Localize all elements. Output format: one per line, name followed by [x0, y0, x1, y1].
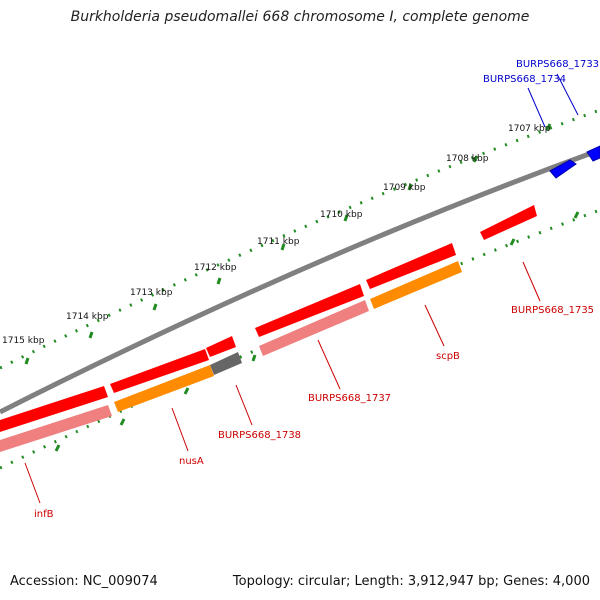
callout-lines [24, 73, 579, 504]
gene-infb[interactable] [0, 386, 108, 432]
ruler-tick-1710: 1710 kbp [320, 210, 363, 222]
svg-text:1707 kbp: 1707 kbp [508, 124, 551, 134]
genome-summary-text: Topology: circular; Length: 3,912,947 bp… [232, 574, 590, 589]
gene-burps668-1738[interactable] [206, 336, 236, 357]
svg-text:1709 kbp: 1709 kbp [383, 183, 426, 193]
ruler-tick-1708: 1708 kbp [446, 154, 489, 164]
gene-burps668-1733[interactable] [586, 145, 600, 162]
svg-text:1713 kbp: 1713 kbp [130, 288, 173, 298]
gene-burps668-1735[interactable] [480, 205, 537, 240]
gene-scpb[interactable] [366, 243, 456, 289]
ruler-tick-1715: 1715 kbp [2, 336, 45, 365]
label-nusa: nusA [179, 456, 204, 467]
svg-text:1715 kbp: 1715 kbp [2, 336, 45, 346]
ruler-tick-1712: 1712 kbp [194, 263, 237, 285]
svg-text:1711 kbp: 1711 kbp [257, 237, 300, 247]
label-burps668-1737: BURPS668_1737 [308, 393, 391, 404]
ruler-tick-1714: 1714 kbp [66, 312, 109, 339]
cds-infb[interactable] [0, 405, 112, 452]
gene-burps668-1737[interactable] [255, 284, 364, 337]
ruler-tick-1707: 1707 kbp [508, 123, 552, 134]
gene-nusa[interactable] [110, 349, 209, 393]
ruler-tick-1709: 1709 kbp [383, 183, 426, 193]
accession-text: Accession: NC_009074 [10, 574, 158, 589]
cds-nusa[interactable] [114, 365, 214, 412]
map-title: Burkholderia pseudomallei 668 chromosome… [70, 9, 530, 25]
svg-text:1714 kbp: 1714 kbp [66, 312, 109, 322]
label-burps668-1735: BURPS668_1735 [511, 305, 594, 316]
svg-text:1712 kbp: 1712 kbp [194, 263, 237, 273]
label-scpb: scpB [436, 351, 460, 362]
svg-text:1710 kbp: 1710 kbp [320, 210, 363, 220]
label-infb: infB [34, 509, 54, 520]
cds-scpb[interactable] [370, 261, 462, 309]
ruler-tick-1713: 1713 kbp [130, 288, 173, 311]
label-burps668-1733: BURPS668_1733 [516, 59, 599, 70]
cds-burps668-1738[interactable] [210, 352, 242, 375]
label-burps668-1738: BURPS668_1738 [218, 430, 301, 441]
ruler-tick-1711: 1711 kbp [257, 237, 300, 251]
gene-burps668-1734[interactable] [549, 159, 577, 179]
label-burps668-1734: BURPS668_1734 [483, 74, 566, 85]
cds-burps668-1737[interactable] [259, 300, 369, 356]
svg-text:1708 kbp: 1708 kbp [446, 154, 489, 164]
genome-backbone [0, 147, 600, 415]
